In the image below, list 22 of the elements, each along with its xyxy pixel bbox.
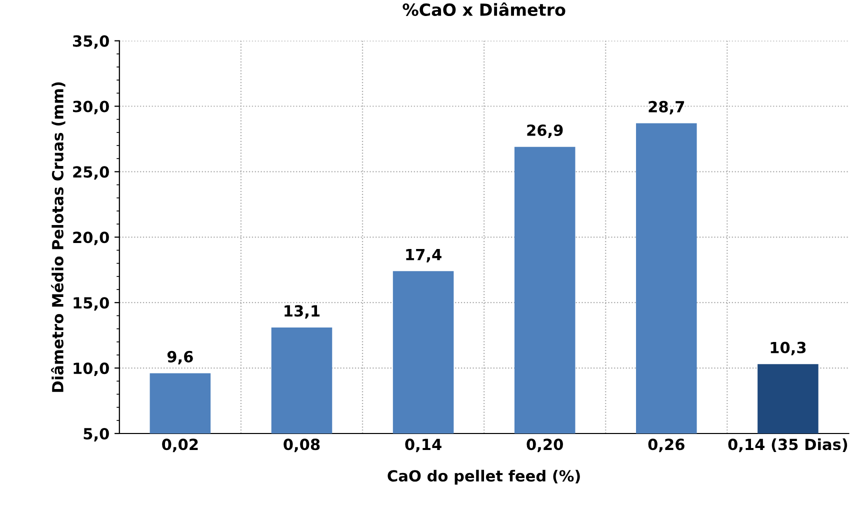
data-label: 17,4 <box>406 249 442 262</box>
x-axis-title: CaO do pellet feed (%) <box>388 470 580 485</box>
y-tick-label: 30,0 <box>73 100 109 114</box>
y-tick-label: 10,0 <box>74 362 109 376</box>
y-tick-label: 15,0 <box>74 297 109 311</box>
x-tick-label: 0,08 <box>284 438 320 452</box>
data-label: 9,6 <box>167 350 193 364</box>
x-tick-label: 0,02 <box>162 438 198 452</box>
y-tick-label: 5,0 <box>84 428 109 442</box>
x-tick-label: 0,14 (35 Dias) <box>728 438 848 452</box>
y-tick-label: 20,0 <box>73 232 109 246</box>
data-label: 13,1 <box>284 305 320 319</box>
chart-title: %CaO x Diâmetro <box>402 2 566 16</box>
data-label: 28,7 <box>648 100 684 114</box>
data-label: 26,9 <box>527 124 563 138</box>
x-tick-label: 0,14 <box>405 438 442 452</box>
data-label: 10,3 <box>770 342 806 356</box>
y-axis-title: Diâmetro Médio Pelotas Cruas (mm) <box>51 82 66 392</box>
x-tick-label: 0,20 <box>526 438 563 452</box>
y-tick-label: 35,0 <box>73 35 109 49</box>
x-tick-label: 0,26 <box>648 438 684 452</box>
y-tick-label: 25,0 <box>73 166 109 180</box>
